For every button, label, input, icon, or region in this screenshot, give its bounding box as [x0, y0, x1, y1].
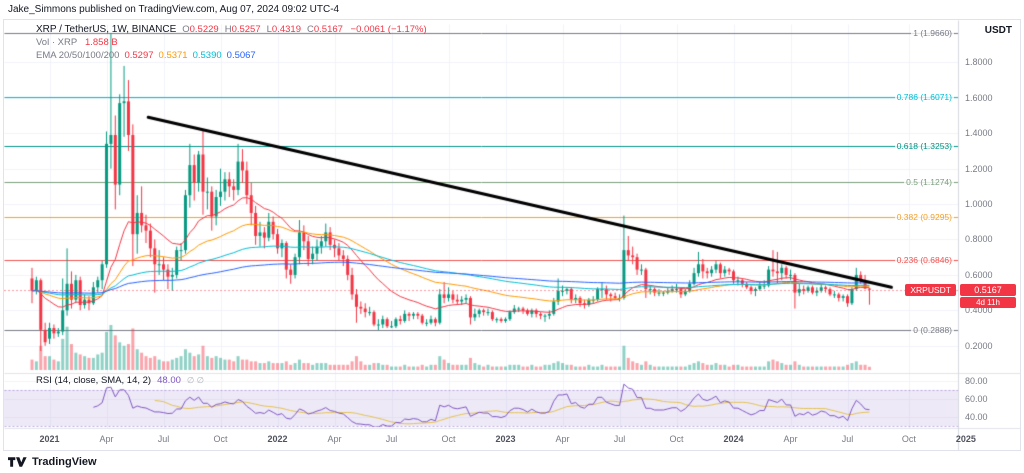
price-axis[interactable]: USDT 1.8000 1.6000 1.4000 1.2000 1.0000 0.800… — [958, 20, 1020, 450]
ema-value: 0.5297 — [124, 50, 154, 61]
rsi-tick-label: 60.00 — [965, 394, 988, 404]
time-tick-label: 2021 — [39, 434, 60, 444]
time-tick-label: Apr — [555, 434, 570, 444]
time-tick-label: Jul — [157, 434, 170, 444]
rsi-hidden-markers: ∅ ∅ — [186, 375, 205, 385]
rsi-value: 48.00 — [157, 375, 181, 386]
price-tick-label: 1.8000 — [965, 57, 993, 68]
time-tick-label: Apr — [783, 434, 798, 444]
current-price-badge: 0.5167 — [960, 283, 1016, 296]
time-tick-label: Jul — [613, 434, 626, 444]
chart-area: XRP / TetherUS, 1W, BINANCE O0.5229 H0.525… — [3, 19, 1021, 451]
price-tick-label: 0.6000 — [965, 269, 993, 280]
ema-value: 0.5390 — [192, 50, 222, 61]
ohlc-value: 0.4319 — [271, 24, 301, 35]
bar-countdown-badge: 4d 11h — [960, 296, 1016, 308]
ohlc-letter: O — [182, 24, 190, 35]
ema-label: EMA 20/50/100/200 — [36, 50, 120, 61]
time-tick-label: Oct — [669, 434, 684, 444]
time-tick-label: Jul — [385, 434, 398, 444]
price-tick-label: 1.0000 — [965, 199, 993, 210]
ohlc-letter: C — [306, 24, 314, 35]
time-tick-label: Apr — [99, 434, 114, 444]
rsi-tick-label: 40.00 — [965, 412, 988, 422]
ohlc-value: 0.5229 — [189, 24, 219, 35]
time-tick-label: Oct — [213, 434, 228, 444]
time-tick-label: Oct — [441, 434, 456, 444]
ohlc-value: 0.5167 — [313, 24, 343, 35]
price-tick-label: 1.6000 — [965, 92, 993, 103]
attribution: Jake_Simmons published on TradingView.co… — [8, 4, 340, 15]
price-chart-canvas[interactable] — [4, 20, 1020, 450]
price-tick-label: 1.2000 — [965, 163, 993, 174]
symbol-legend-row[interactable]: XRP / TetherUS, 1W, BINANCE O0.5229 H0.525… — [36, 23, 427, 36]
price-tick-label: 1.4000 — [965, 128, 993, 139]
ohlc-values: O0.5229 H0.5257 L0.4319 C0.5167 −0.0061 (−1… — [176, 24, 426, 35]
volume-legend-row[interactable]: Vol · XRP 1.858 B — [36, 36, 427, 49]
price-tick-label: 0.4000 — [965, 305, 993, 316]
tradingview-logo-icon — [8, 457, 27, 467]
tradingview-attribution-footer: TradingView — [8, 452, 97, 472]
time-tick-label: 2025 — [955, 434, 976, 444]
price-tick-label: 0.8000 — [965, 234, 993, 245]
main-legend: XRP / TetherUS, 1W, BINANCE O0.5229 H0.525… — [36, 23, 427, 62]
price-scale-currency: USDT — [984, 25, 1012, 36]
rsi-tick-label: 80.00 — [965, 376, 988, 386]
rsi-legend-row[interactable]: RSI (14, close, SMA, 14, 2) 48.00 ∅ ∅ — [36, 375, 204, 386]
time-tick-label: Oct — [901, 434, 916, 444]
ema-legend-row[interactable]: EMA 20/50/100/200 0.5297 0.5371 0.5390 0.506… — [36, 49, 427, 62]
symbol-title: XRP / TetherUS, 1W, BINANCE — [36, 24, 177, 35]
time-axis[interactable]: 2021 Apr Jul Oct 2022 Apr Jul Oct 2023 Apr Jul Oct 2… — [4, 428, 976, 450]
volume-value: 1.858 B — [84, 37, 118, 48]
time-tick-label: Jul — [841, 434, 854, 444]
ema-value: 0.5371 — [158, 50, 188, 61]
ohlc-letter: H — [224, 24, 232, 35]
tradingview-logo-text[interactable]: TradingView — [32, 456, 97, 468]
ema-values: 0.5297 0.5371 0.5390 0.5067 — [119, 50, 255, 61]
ohlc-value: 0.5257 — [231, 24, 261, 35]
time-tick-label: Apr — [327, 434, 342, 444]
rsi-title: RSI (14, close, SMA, 14, 2) — [36, 375, 152, 386]
ema-value: 0.5067 — [226, 50, 256, 61]
time-tick-label: 2024 — [723, 434, 744, 444]
price-tick-label: 0.2000 — [965, 340, 993, 351]
time-tick-label: 2022 — [267, 434, 288, 444]
ohlc-letter: L — [266, 24, 272, 35]
change-value: −0.0061 (−1.17%) — [347, 24, 427, 35]
volume-label: Vol · XRP — [36, 37, 78, 48]
time-tick-label: 2023 — [495, 434, 516, 444]
